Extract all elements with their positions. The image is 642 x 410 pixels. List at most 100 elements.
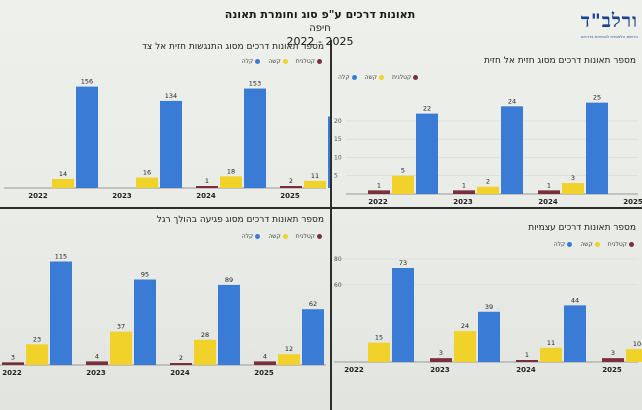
vertical-divider: [330, 40, 332, 410]
chart-title: מספר תאונות דרכים מסוג פגיעה בהולך רגל: [156, 215, 324, 225]
legend-swatch-severe: [282, 59, 288, 64]
data-label-light-2022: 156: [81, 78, 93, 86]
chart-head-on: מספר תאונות דרכים מסוג חזית אל חזית קלה …: [332, 44, 642, 206]
legend-label: קטלנית: [295, 233, 315, 240]
legend-label: קלה: [241, 233, 254, 240]
bar-severe-2024: [194, 339, 216, 365]
bar-fatal-2025: [254, 361, 276, 365]
data-label-fatal-2024: 1: [525, 351, 529, 359]
data-label-severe-2022: 5: [401, 167, 405, 175]
data-label-light-2022: 73: [399, 259, 407, 267]
legend-item-fatal: קטלנית: [608, 241, 634, 248]
bar-fatal-2023: [430, 358, 452, 362]
x-tick-label-2022: 2022: [344, 366, 364, 374]
x-tick-label-2024: 2024: [538, 198, 558, 206]
bar-light-2023: [501, 106, 523, 194]
bar-severe-2022: [368, 342, 390, 362]
legend-item-severe: קשה: [268, 58, 288, 65]
chart-single-vehicle: מספר תאונות דרכים עצמיות קלה קשה קטלנית …: [332, 209, 642, 410]
legend-item-severe: קשה: [365, 74, 385, 81]
bar-fatal-2025: [280, 186, 302, 188]
bar-severe-2023: [477, 186, 499, 194]
legend-label: קלה: [553, 241, 566, 248]
page-title: תאונות דרכים ע"פ סוג וחומרת תאונה: [224, 8, 416, 21]
legend-swatch-fatal: [413, 75, 419, 80]
bar-severe-2023: [454, 331, 476, 362]
legend-item-light: קלה: [338, 74, 357, 81]
bar-light-2024: [564, 305, 586, 362]
bar-fatal-2024: [170, 363, 192, 365]
legend-swatch-light: [255, 234, 261, 239]
logo-tagline: הרשות הלאומית לבטיחות בדרכים: [581, 34, 638, 39]
bar-fatal-2023: [453, 190, 475, 194]
x-tick-label-2023: 2023: [430, 366, 450, 374]
y-tick-label: 20: [334, 118, 342, 125]
data-label-light-2024: 89: [225, 276, 233, 284]
chart-legend: קלה קשה קטלנית: [242, 58, 322, 65]
data-label-severe-2024: 3: [571, 174, 575, 182]
x-tick-label-2025: 2025: [623, 198, 642, 206]
legend-swatch-fatal: [317, 234, 322, 239]
data-label-severe-2023: 37: [117, 323, 125, 331]
bar-fatal-2024: [538, 190, 560, 194]
legend-label: קלה: [338, 74, 350, 81]
data-label-fatal-2023: 3: [439, 349, 443, 357]
legend-label: קשה: [580, 241, 593, 248]
data-label-light-2023: 39: [485, 303, 493, 311]
legend-label: קשה: [268, 58, 281, 65]
x-tick-label-2024: 2024: [170, 369, 190, 377]
x-tick-label-2023: 2023: [453, 198, 473, 206]
years-subtitle: 2025 - 2022: [286, 35, 354, 48]
legend-swatch-severe: [594, 242, 600, 247]
x-tick-label-2024: 2024: [196, 192, 216, 200]
legend-label: קטלנית: [392, 74, 412, 81]
chart-title: מספר תאונות דרכים מסוג חזית אל חזית: [483, 56, 636, 66]
bar-severe-2024: [540, 347, 562, 362]
data-label-severe-2024: 28: [201, 331, 209, 339]
bar-fatal-2025: [602, 358, 624, 362]
bar-severe-2025: [626, 349, 642, 362]
data-label-severe-2024: 18: [227, 167, 235, 175]
bar-light-2025: [302, 309, 324, 365]
bar-severe-2025: [304, 180, 326, 188]
legend-label: קשה: [268, 233, 281, 240]
chart-plot: 14156202216134202311815320242111102025: [4, 78, 330, 200]
legend-item-severe: קשה: [268, 233, 288, 240]
bar-light-2022: [416, 113, 438, 194]
data-label-fatal-2024: 2: [179, 354, 183, 362]
bar-fatal-2024: [516, 360, 538, 362]
data-label-fatal-2023: 1: [462, 181, 466, 189]
data-label-light-2024: 44: [571, 296, 579, 304]
data-label-fatal-2025: 3: [611, 349, 615, 357]
bar-light-2022: [392, 268, 414, 362]
chart-front-to-side: מספר תאונות דרכים מסוג התנגשות חזית אל צ…: [0, 36, 330, 206]
bar-light-2024: [244, 88, 266, 188]
legend-label: קלה: [241, 58, 254, 65]
data-label-severe-2022: 14: [59, 170, 67, 178]
legend-swatch-light: [567, 242, 573, 247]
bar-light-2024: [586, 102, 608, 194]
legend-item-light: קלה: [242, 58, 261, 65]
x-tick-label-2022: 2022: [2, 369, 22, 377]
data-label-severe-2022: 23: [33, 335, 41, 343]
bar-severe-2023: [110, 331, 132, 365]
horizontal-divider: [0, 207, 642, 209]
legend-label: קטלנית: [295, 58, 315, 65]
x-tick-label-2023: 2023: [86, 369, 106, 377]
x-tick-label-2024: 2024: [516, 366, 536, 374]
chart-plot: 20151051522202212242023132520241132025: [334, 94, 642, 206]
organization-logo: ורלב"ד הרשות הלאומית לבטיחות בדרכים: [560, 10, 638, 40]
legend-label: קטלנית: [607, 241, 627, 248]
legend-item-light: קלה: [242, 233, 261, 240]
data-label-severe-2025: 11: [311, 172, 319, 180]
legend-swatch-fatal: [317, 59, 322, 64]
legend-swatch-fatal: [629, 242, 634, 247]
bar-light-2022: [50, 261, 72, 365]
chart-legend: קלה קשה קטלנית: [242, 233, 322, 240]
data-label-light-2024: 25: [593, 94, 601, 102]
bar-severe-2023: [136, 177, 158, 188]
bar-fatal-2022: [2, 362, 24, 365]
data-label-severe-2022: 15: [375, 334, 383, 342]
